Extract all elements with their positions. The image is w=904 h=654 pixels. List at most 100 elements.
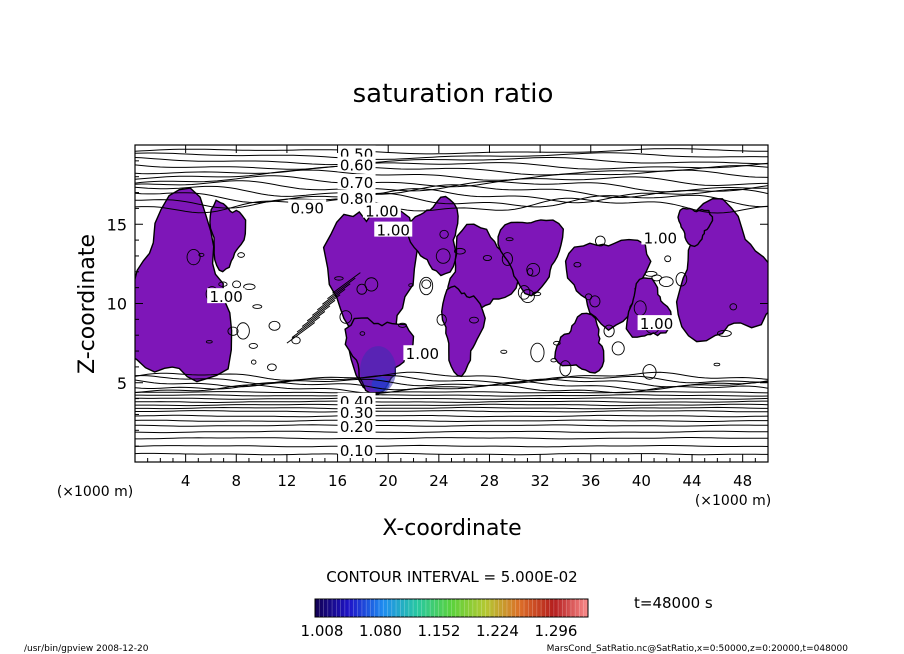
colorbar-gradient: [314, 598, 589, 618]
x-tick-label: 8: [232, 472, 242, 490]
contour-squiggle: [436, 313, 447, 326]
contour-line-lower: [135, 381, 768, 391]
colorbar-stripes: [318, 599, 585, 617]
contour-squiggle: [232, 280, 242, 289]
contour-label-bg: [288, 199, 327, 215]
contour-label-bg: [362, 202, 401, 218]
supersaturated-regions: [135, 187, 768, 395]
contour-squiggle: [227, 326, 239, 336]
y-axis-label: Z-coordinate: [75, 234, 100, 374]
contour-line-lower: [135, 414, 768, 418]
contour-squiggle: [435, 248, 451, 264]
contour-line-upper: [135, 152, 768, 160]
contour-streak: [311, 294, 341, 316]
plot-area: 0.500.600.700.800.90 1.001.00 1.001.001.00…: [134, 144, 769, 463]
x-tick-label: 4: [181, 472, 191, 490]
contour-line-upper: [135, 188, 768, 204]
contour-label-bg: [403, 345, 442, 361]
x-tick-label: 24: [429, 472, 448, 490]
x-tick-label: 12: [277, 472, 296, 490]
contour-squiggle: [642, 364, 657, 380]
contour-squiggle: [526, 263, 541, 277]
contour-line-lower: [135, 403, 768, 407]
contour-squiggle: [611, 341, 625, 356]
contour-squiggle: [517, 285, 531, 300]
contour-squiggle: [248, 342, 258, 349]
contour-squiggle: [603, 324, 615, 338]
colorbar-tick-label: 1.224: [476, 622, 519, 640]
x-axis-label: X-coordinate: [382, 516, 521, 541]
supersaturated-region: [677, 207, 714, 248]
footer-right: MarsCond_SatRatio.nc@SatRatio,x=0:50000,…: [547, 644, 849, 654]
contour-line-lower: [135, 384, 768, 394]
contour-squiggle: [359, 331, 366, 336]
contour-squiggle: [408, 283, 414, 288]
contour-squiggle: [482, 254, 493, 262]
contour-label: 0.20: [340, 418, 373, 436]
contour-label: 0.90: [290, 199, 323, 217]
contour-squiggle: [505, 237, 514, 242]
contour-squiggle: [573, 261, 582, 268]
contour-streak: [301, 305, 331, 327]
contour-streak: [317, 288, 346, 311]
contour-line-lower: [135, 444, 768, 448]
x-axis: 4 8 12 16 20 24 28 32 36 40 44 48: [147, 145, 756, 490]
contour-line-lower: [135, 391, 768, 394]
contour-line-lower: [135, 424, 768, 427]
colorbar-tick-label: 1.080: [359, 622, 402, 640]
contour-line-upper: [135, 162, 768, 170]
contour-squiggle: [553, 340, 561, 346]
contour-squiggle: [675, 272, 688, 287]
contour-streak: [291, 316, 321, 338]
contour-squiggle: [589, 295, 601, 308]
contour-streak: [332, 272, 361, 294]
contour-line-upper: [135, 169, 768, 181]
y-unit-label: (×1000 m): [57, 484, 133, 500]
contour-squiggle: [501, 252, 513, 266]
y-tick-label: 15: [107, 215, 127, 234]
contour-squiggle: [559, 360, 572, 377]
y-tick-label: 10: [107, 295, 127, 314]
x-tick-label: 28: [480, 472, 499, 490]
contour-label-bg: [637, 315, 676, 331]
contour-squiggle: [267, 363, 277, 372]
contour-label-bg: [337, 156, 376, 172]
footer-left: /usr/bin/gpview 2008-12-20: [24, 644, 149, 654]
contour-label: 1.00: [365, 203, 398, 221]
contour-label-bg: [337, 174, 376, 190]
contour-squiggle: [218, 281, 228, 287]
contour-squiggle: [644, 271, 658, 277]
contour-squiggle: [594, 235, 606, 247]
contour-squiggle: [250, 359, 257, 365]
contour-squiggle: [291, 336, 301, 345]
contour-squiggle: [186, 248, 201, 266]
x-tick-label: 36: [581, 472, 600, 490]
contour-line-lower: [135, 410, 768, 413]
contour-streak: [286, 322, 316, 344]
contour-streak: [327, 277, 356, 300]
contour-squiggle: [198, 252, 205, 257]
chart-title: saturation ratio: [353, 79, 554, 109]
contour-squiggle: [398, 322, 407, 328]
contour-label: 1.00: [644, 230, 677, 248]
contour-squiggle: [236, 322, 250, 340]
x-tick-label: 16: [328, 472, 347, 490]
contour-squiggle: [268, 320, 281, 331]
contour-line-upper: [135, 197, 768, 214]
contour-line-lower: [135, 452, 768, 456]
contour-line-lower: [135, 406, 768, 410]
contour-streak: [322, 283, 351, 305]
contour-squiggle: [252, 304, 263, 309]
contour-squiggle: [531, 291, 542, 297]
contour-squiggle: [334, 276, 344, 281]
colorbar-tick-label: 1.152: [418, 622, 461, 640]
contour-label-bg: [337, 403, 376, 419]
contour-streak: [306, 299, 336, 322]
contour-line-lower: [135, 419, 768, 423]
contour-line-upper: [135, 180, 768, 193]
contour-line-lower: [135, 374, 768, 385]
contour-squiggle: [530, 342, 545, 363]
y-tick-label: 5: [117, 374, 127, 393]
contour-squiggle: [550, 358, 558, 363]
colorbar-tick-label: 1.008: [301, 622, 344, 640]
